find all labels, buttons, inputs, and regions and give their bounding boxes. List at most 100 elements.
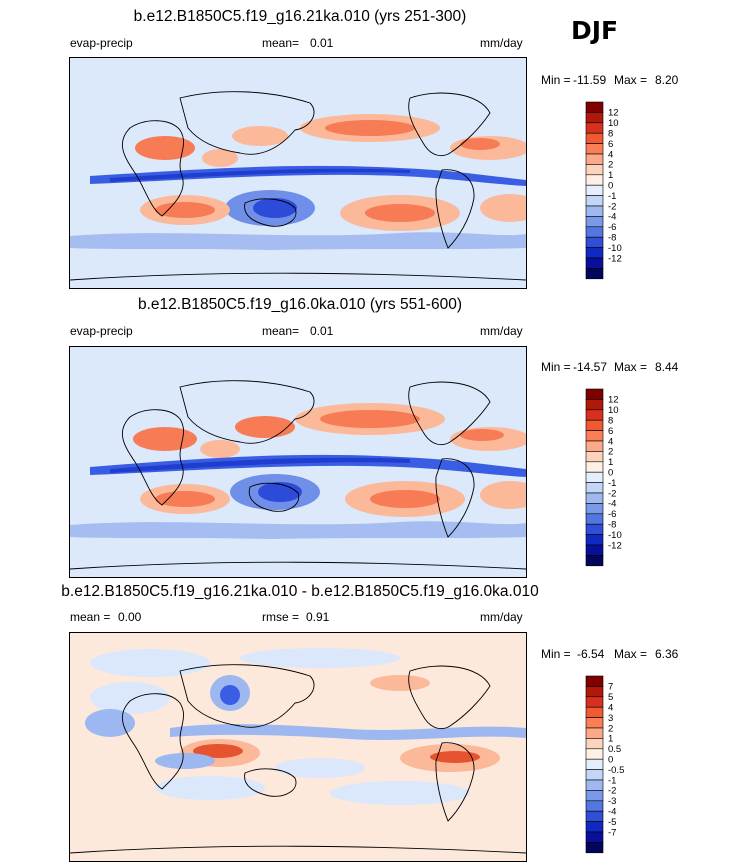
colorbar-box <box>585 236 604 248</box>
colorbar-box <box>585 112 604 124</box>
panel1-mean-value: 0.01 <box>310 36 334 50</box>
colorbar-box <box>585 471 604 483</box>
colorbar-box <box>585 482 604 494</box>
colorbar-box <box>585 257 604 269</box>
colorbar-box <box>585 503 604 515</box>
colorbar-tick-label: -2 <box>608 488 616 499</box>
colorbar-box <box>585 268 604 280</box>
panel3-rmse-label: rmse = <box>262 610 300 624</box>
colorbar-tick-label: -1 <box>608 191 616 202</box>
panel2-max-value: 8.44 <box>655 360 679 374</box>
colorbar-tick-label: -10 <box>608 243 622 254</box>
colorbar-box <box>585 409 604 421</box>
panel1-min-value: -11.59 <box>573 73 607 87</box>
colorbar-tick-label: 3 <box>608 713 613 724</box>
colorbar-box <box>585 419 604 431</box>
panel1-min-label: Min = <box>541 73 571 87</box>
colorbar-box <box>585 779 604 791</box>
panel1-units: mm/day <box>480 36 523 50</box>
colorbar-box <box>585 101 604 113</box>
colorbar-tick-label: 4 <box>608 703 613 714</box>
colorbar-tick-label: -2 <box>608 786 616 797</box>
colorbar-tick-label: -12 <box>608 540 622 551</box>
colorbar-tick-label: 6 <box>608 139 613 150</box>
colorbar-tick-label: 8 <box>608 416 613 427</box>
panel3-units: mm/day <box>480 610 523 624</box>
colorbar-tick-label: 7 <box>608 682 613 693</box>
colorbar-box <box>585 513 604 525</box>
colorbar-box <box>585 696 604 708</box>
panel3-min-value: -6.54 <box>577 647 605 661</box>
colorbar-box <box>585 430 604 442</box>
colorbar-box <box>585 153 604 165</box>
colorbar-box <box>585 717 604 729</box>
panel1-map-svg <box>70 58 526 288</box>
panel3-rmse-value: 0.91 <box>306 610 330 624</box>
colorbar-tick-label: 2 <box>608 160 613 171</box>
colorbar-tick-label: 0 <box>608 181 613 192</box>
colorbar-box <box>585 523 604 535</box>
colorbar-tick-label: -10 <box>608 530 622 541</box>
colorbar-tick-label: 8 <box>608 129 613 140</box>
panel2-max-label: Max = <box>614 360 648 374</box>
colorbar-tick-label: 4 <box>608 149 613 160</box>
colorbar-box <box>585 706 604 718</box>
colorbar-box <box>585 727 604 739</box>
panel2-colorbar: 12 10 8 6 4 2 1 0 -1 -2 -4 -6 -8 -10 -12 <box>582 388 642 569</box>
colorbar-box <box>585 440 604 452</box>
panel2-min-value: -14.57 <box>573 360 608 374</box>
colorbar-box <box>585 461 604 473</box>
colorbar-box <box>585 122 604 134</box>
colorbar-tick-label: -12 <box>608 253 622 264</box>
colorbar-tick-label: -4 <box>608 212 616 223</box>
colorbar-box <box>585 388 604 400</box>
colorbar-box <box>585 451 604 463</box>
colorbar-tick-label: -7 <box>608 827 616 838</box>
panel2-variable-label: evap-precip <box>70 324 133 338</box>
panel1-mean-label: mean= <box>262 36 300 50</box>
panel1-max-value: 8.20 <box>655 73 679 87</box>
colorbar-box <box>585 821 604 833</box>
panel3-mean-value: 0.00 <box>118 610 142 624</box>
colorbar-box <box>585 216 604 228</box>
colorbar-box <box>585 758 604 770</box>
colorbar-box <box>585 205 604 217</box>
colorbar-box <box>585 769 604 781</box>
panel3-map-svg <box>70 633 526 861</box>
colorbar-tick-label: -3 <box>608 796 616 807</box>
panel2-units: mm/day <box>480 324 523 338</box>
colorbar-box <box>585 534 604 546</box>
colorbar-tick-label: 1 <box>608 170 613 181</box>
panel3-map <box>69 632 527 862</box>
panel2-map-svg <box>70 347 526 577</box>
colorbar-tick-label: -5 <box>608 817 616 828</box>
colorbar-tick-label: 10 <box>608 118 619 129</box>
panel2-mean-label: mean= <box>262 324 300 338</box>
colorbar-tick-label: 12 <box>608 395 619 406</box>
colorbar-box <box>585 399 604 411</box>
panel3-colorbar: 7 5 4 3 2 1 0.5 0 -0.5 -1 -2 -3 -4 -5 -7 <box>582 675 642 856</box>
panel3-title: b.e12.B1850C5.f19_g16.21ka.010 - b.e12.B… <box>61 583 539 600</box>
panel3-mean-label: mean = <box>70 610 111 624</box>
colorbar-box <box>585 738 604 750</box>
colorbar-box <box>585 132 604 144</box>
colorbar-box <box>585 675 604 687</box>
colorbar-tick-label: 12 <box>608 108 619 119</box>
colorbar-box <box>585 174 604 186</box>
colorbar-tick-label: -1 <box>608 478 616 489</box>
colorbar-box <box>585 544 604 556</box>
colorbar-tick-label: -4 <box>608 499 616 510</box>
colorbar-tick-label: 2 <box>608 447 613 458</box>
colorbar-tick-label: 2 <box>608 723 613 734</box>
colorbar-tick-label: 1 <box>608 734 613 745</box>
panel1-variable-label: evap-precip <box>70 36 133 50</box>
colorbar-box <box>585 686 604 698</box>
colorbar-box <box>585 184 604 196</box>
colorbar-tick-label: 6 <box>608 426 613 437</box>
colorbar-tick-label: -1 <box>608 775 616 786</box>
panel1-max-label: Max = <box>614 73 648 87</box>
colorbar-box <box>585 810 604 822</box>
